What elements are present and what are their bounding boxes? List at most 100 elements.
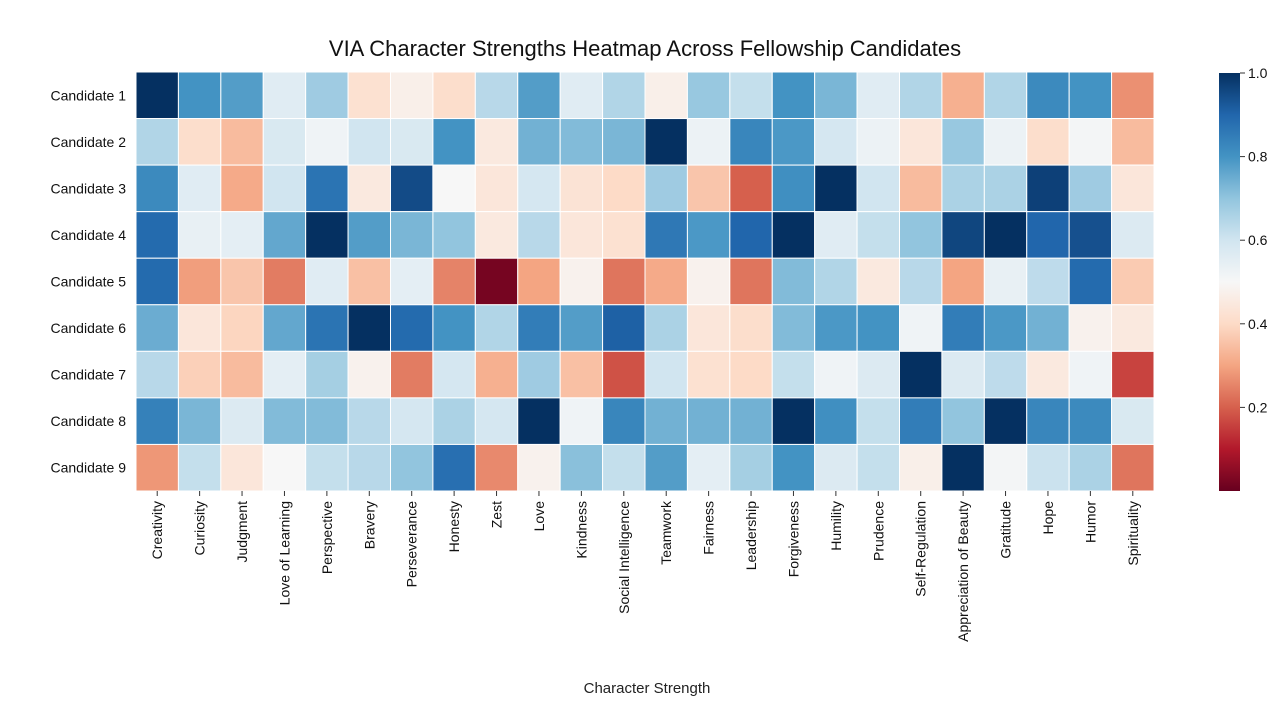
- column-label: Perseverance: [404, 501, 420, 588]
- column-label: Teamwork: [658, 500, 674, 565]
- heatmap-cell: [177, 71, 222, 120]
- heatmap-cell: [1026, 304, 1070, 352]
- heatmap-cell: [1026, 71, 1070, 120]
- heatmap-cell: [771, 257, 816, 306]
- heatmap-cell: [729, 211, 773, 259]
- heatmap-cell: [983, 71, 1028, 120]
- heatmap-cell: [177, 257, 222, 306]
- heatmap-cell: [262, 350, 307, 399]
- heatmap-cell: [262, 257, 307, 306]
- heatmap-cell: [1026, 211, 1070, 259]
- heatmap-cell: [262, 397, 307, 445]
- heatmap-cell: [305, 211, 349, 259]
- heatmap-cell: [474, 71, 519, 120]
- heatmap-cell: [856, 443, 900, 492]
- heatmap-cell: [602, 397, 646, 445]
- heatmap-cell: [474, 397, 519, 445]
- heatmap-cell: [983, 397, 1028, 445]
- heatmap-cell: [517, 164, 561, 213]
- heatmap-cell: [220, 304, 264, 352]
- heatmap-cell: [135, 257, 179, 306]
- heatmap-cell: [686, 443, 731, 492]
- heatmap-cell: [941, 397, 985, 445]
- heatmap-cell: [941, 304, 985, 352]
- heatmap-cell: [644, 304, 688, 352]
- heatmap-cell: [686, 257, 731, 306]
- heatmap-cell: [1068, 397, 1113, 445]
- row-label: Candidate 8: [50, 413, 126, 429]
- heatmap-cell: [771, 164, 816, 213]
- column-label: Zest: [489, 501, 505, 528]
- heatmap-cell: [432, 71, 476, 120]
- heatmap-cell: [983, 118, 1028, 166]
- colorbar-ticks: 0.2 0.4 0.6 0.8 1.0: [1240, 65, 1268, 415]
- heatmap-cell: [177, 350, 222, 399]
- heatmap-cell: [814, 350, 858, 399]
- column-label: Humility: [828, 501, 844, 551]
- heatmap-cell: [432, 257, 476, 306]
- heatmap-cell: [432, 350, 476, 399]
- heatmap-cell: [856, 257, 900, 306]
- heatmap-cell: [1068, 443, 1113, 492]
- heatmap-cell: [305, 397, 349, 445]
- heatmap-cell: [899, 350, 943, 399]
- heatmap-cell: [177, 118, 222, 166]
- column-label: Perspective: [319, 501, 335, 574]
- heatmap-cell: [644, 211, 688, 259]
- heatmap-cell: [135, 71, 179, 120]
- heatmap-cell: [262, 71, 307, 120]
- heatmap-cell: [474, 443, 519, 492]
- heatmap-cell: [899, 211, 943, 259]
- heatmap-cell: [814, 397, 858, 445]
- heatmap-cell: [814, 257, 858, 306]
- heatmap-cell: [220, 164, 264, 213]
- chart-title: VIA Character Strengths Heatmap Across F…: [328, 36, 962, 61]
- heatmap-cell: [686, 350, 731, 399]
- heatmap-cell: [474, 257, 519, 306]
- heatmap-cell: [941, 164, 985, 213]
- colorbar: [1219, 73, 1240, 491]
- heatmap-cell: [941, 71, 985, 120]
- heatmap-cell: [305, 71, 349, 120]
- heatmap-cell: [347, 443, 392, 492]
- heatmap-cell: [644, 164, 688, 213]
- heatmap-cell: [771, 71, 816, 120]
- heatmap-cell: [135, 397, 179, 445]
- row-label: Candidate 9: [50, 460, 126, 476]
- heatmap-cell: [814, 211, 858, 259]
- heatmap-cell: [347, 257, 392, 306]
- heatmap-cell: [177, 164, 222, 213]
- heatmap-cell: [432, 443, 476, 492]
- heatmap-cell: [814, 118, 858, 166]
- heatmap-cell: [602, 304, 646, 352]
- heatmap-cell: [135, 164, 179, 213]
- column-label: Judgment: [234, 501, 250, 563]
- heatmap-cell: [602, 118, 646, 166]
- heatmap-cell: [220, 71, 264, 120]
- heatmap-cell: [899, 257, 943, 306]
- heatmap-cell: [729, 397, 773, 445]
- heatmap-cell: [729, 118, 773, 166]
- column-label: Forgiveness: [785, 501, 801, 577]
- heatmap-cell: [899, 164, 943, 213]
- heatmap-cell: [644, 71, 688, 120]
- heatmap-cell: [814, 71, 858, 120]
- heatmap-cell: [1026, 397, 1070, 445]
- heatmap-cell: [517, 397, 561, 445]
- column-label: Curiosity: [192, 501, 208, 555]
- heatmap-cell: [1111, 118, 1155, 166]
- heatmap-cell: [1068, 118, 1113, 166]
- heatmap-cell: [347, 211, 392, 259]
- heatmap-cell: [559, 164, 604, 213]
- heatmap-cell: [177, 443, 222, 492]
- heatmap-cell: [983, 164, 1028, 213]
- heatmap-cell: [729, 443, 773, 492]
- heatmap-cell: [729, 71, 773, 120]
- heatmap-cell: [220, 118, 264, 166]
- heatmap-cell: [771, 118, 816, 166]
- heatmap-cell: [474, 350, 519, 399]
- column-label: Self-Regulation: [913, 501, 929, 597]
- heatmap-cell: [432, 304, 476, 352]
- heatmap-cell: [1026, 350, 1070, 399]
- column-label: Humor: [1082, 501, 1098, 543]
